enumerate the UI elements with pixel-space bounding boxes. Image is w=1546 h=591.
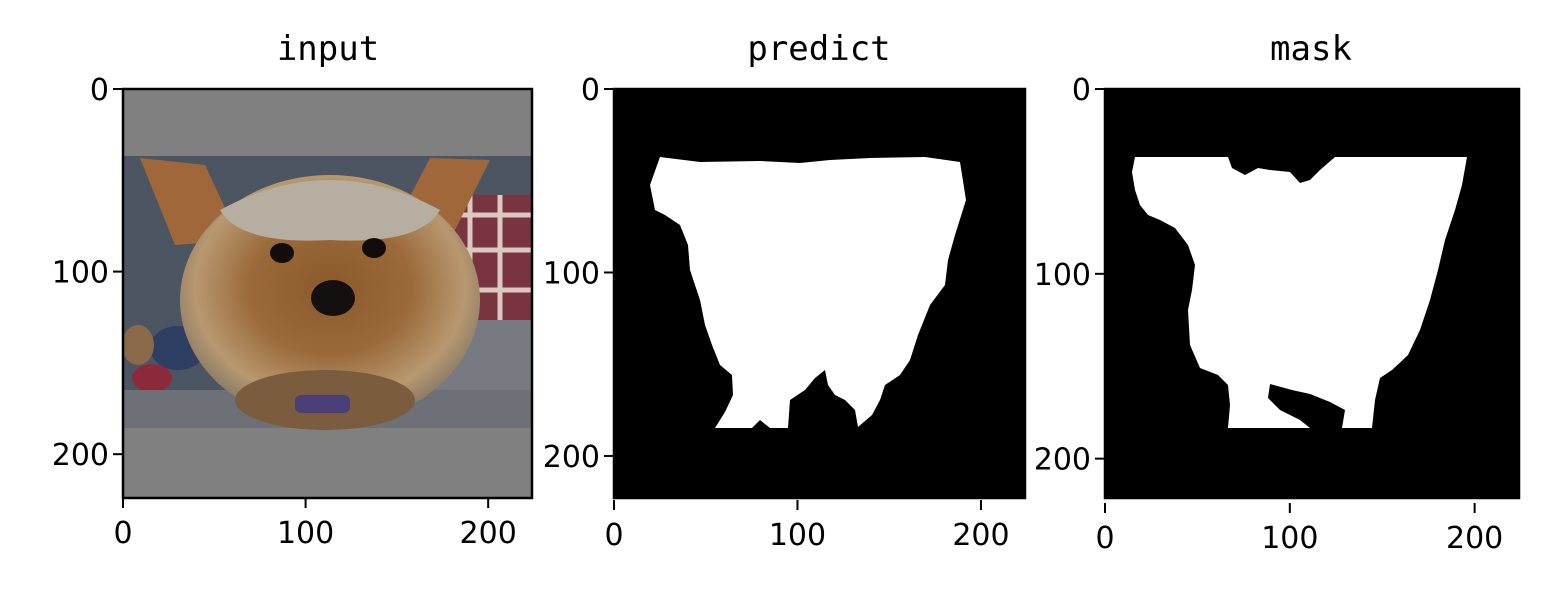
input-ytick-label-0: 0 xyxy=(90,73,109,108)
input-xtick-label-200: 200 xyxy=(460,516,517,551)
panel-title-input: input xyxy=(277,29,379,69)
panel-predict: predict 0 100 200 0 100 200 xyxy=(543,29,1027,553)
panel-input: input 0 100 200 0 100 200 xyxy=(52,29,534,551)
predict-image xyxy=(614,89,1025,498)
predict-ytick-label-0: 0 xyxy=(581,73,600,108)
input-image xyxy=(123,89,532,498)
mask-ytick-label-100: 100 xyxy=(1034,258,1091,293)
panel-mask: mask 0 100 200 0 100 200 xyxy=(1034,29,1521,556)
predict-ytick-label-100: 100 xyxy=(543,256,600,291)
axes-frame-mask xyxy=(1103,87,1521,500)
input-xtick-label-0: 0 xyxy=(113,516,132,551)
mask-xtick-label-200: 200 xyxy=(1446,521,1503,556)
predict-ytick-label-200: 200 xyxy=(543,440,600,475)
predict-xtick-label-200: 200 xyxy=(952,518,1009,553)
mask-foreground-mask xyxy=(1132,157,1467,428)
input-dog-eye-right xyxy=(362,238,386,258)
input-xtick-label-100: 100 xyxy=(277,516,334,551)
panel-title-predict: predict xyxy=(747,29,890,69)
input-toy-red xyxy=(132,364,172,392)
mask-ytick-label-0: 0 xyxy=(1072,73,1091,108)
input-toy-tan xyxy=(123,325,154,365)
input-ytick-label-100: 100 xyxy=(52,256,109,291)
input-ytick-label-200: 200 xyxy=(52,438,109,473)
panel-title-mask: mask xyxy=(1270,29,1352,69)
axes-frame-input xyxy=(121,87,534,500)
input-blanket-plaid xyxy=(455,195,532,365)
input-dog-top-fur xyxy=(220,180,440,241)
mask-ytick-label-200: 200 xyxy=(1034,443,1091,478)
predict-xtick-label-100: 100 xyxy=(769,518,826,553)
predict-xtick-label-0: 0 xyxy=(604,518,623,553)
mask-xtick-label-100: 100 xyxy=(1261,521,1318,556)
mask-image xyxy=(1105,89,1519,498)
input-dog-eye-left xyxy=(270,243,294,263)
predict-foreground-mask xyxy=(650,157,966,428)
input-dog-nose xyxy=(311,280,355,316)
axes-frame-predict xyxy=(612,87,1027,500)
input-dog-collar xyxy=(295,395,350,413)
mask-xtick-label-0: 0 xyxy=(1095,521,1114,556)
